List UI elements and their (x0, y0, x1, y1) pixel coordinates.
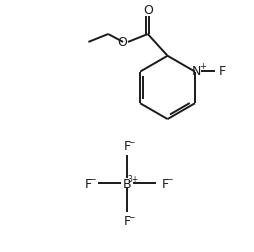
Text: −: − (128, 213, 135, 222)
Text: 3+: 3+ (127, 174, 139, 183)
Text: O: O (143, 4, 153, 17)
Text: F: F (123, 215, 131, 228)
Text: −: − (89, 174, 96, 183)
Text: F: F (162, 177, 169, 190)
Text: F: F (123, 140, 131, 153)
Text: +: + (199, 62, 206, 71)
Text: F: F (219, 65, 226, 78)
Text: B: B (123, 177, 131, 190)
Text: N: N (191, 65, 201, 78)
Text: O: O (117, 36, 127, 49)
Text: F: F (85, 177, 92, 190)
Text: −: − (166, 174, 173, 183)
Text: −: − (128, 138, 135, 147)
